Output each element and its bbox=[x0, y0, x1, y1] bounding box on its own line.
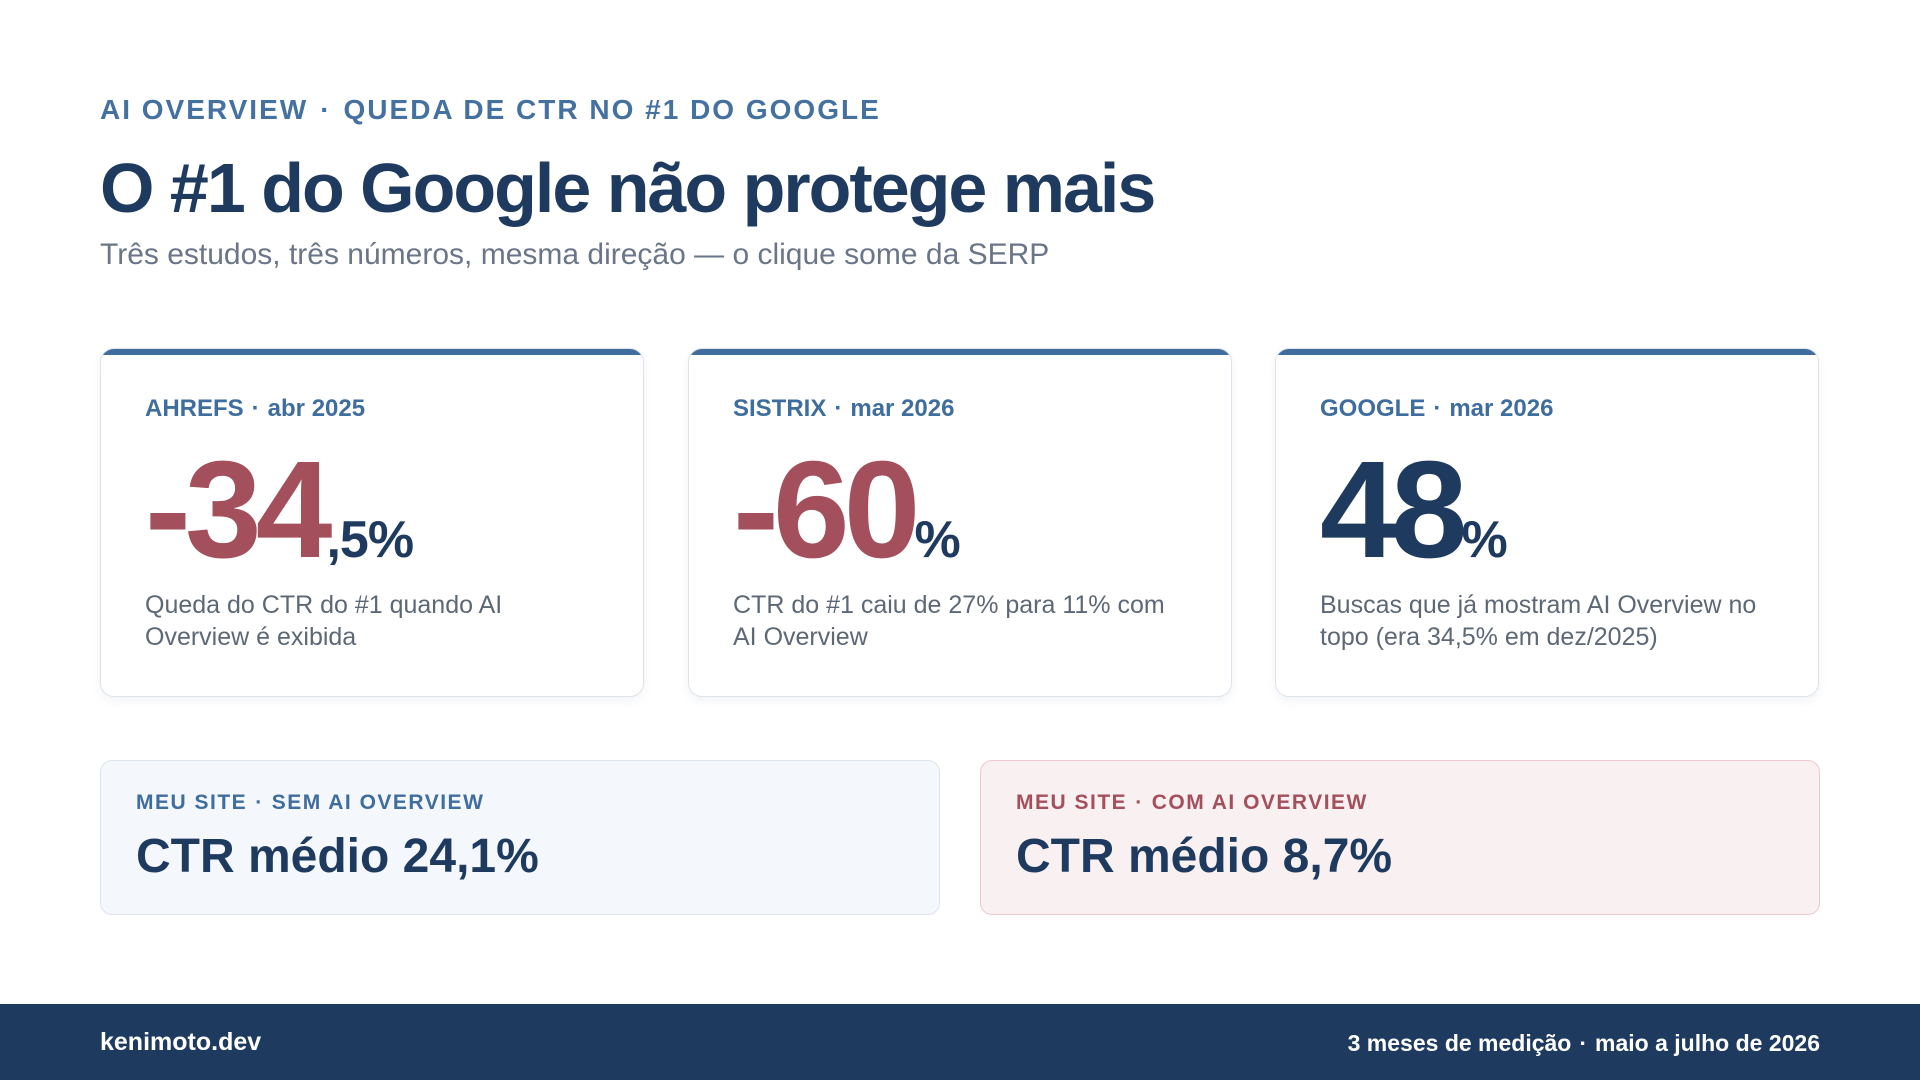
stat-source-date: mar 2026 bbox=[1449, 395, 1554, 422]
stat-source: AHREFS · abr 2025 bbox=[145, 395, 365, 423]
stat-source-separator: · bbox=[251, 395, 260, 422]
site-card-label: MEU SITE · COM AI OVERVIEW bbox=[1016, 791, 1368, 815]
stat-source-separator: · bbox=[834, 395, 843, 422]
footer-period-range: maio a julho de 2026 bbox=[1595, 1030, 1820, 1056]
stat-source-date: mar 2026 bbox=[850, 395, 955, 422]
stat-source-separator: · bbox=[1433, 395, 1442, 422]
kicker: AI OVERVIEW · QUEDA DE CTR NO #1 DO GOOGLE bbox=[100, 94, 881, 126]
site-label-separator: · bbox=[255, 791, 264, 814]
site-card-without-ai: MEU SITE · SEM AI OVERVIEW CTR médio 24,1% bbox=[100, 760, 940, 915]
site-comparison: MEU SITE · SEM AI OVERVIEW CTR médio 24,1%… bbox=[100, 760, 1820, 916]
stat-value-main: 48 bbox=[1320, 433, 1467, 587]
stat-source-name: AHREFS bbox=[145, 395, 244, 422]
site-label-secondary: COM AI OVERVIEW bbox=[1151, 791, 1368, 814]
stat-value-main: -34 bbox=[145, 433, 332, 587]
site-label-primary: MEU SITE bbox=[1016, 791, 1128, 814]
footer-period-duration: 3 meses de medição bbox=[1347, 1030, 1572, 1056]
footer-brand: kenimoto.dev bbox=[100, 1028, 262, 1056]
stat-cards: AHREFS · abr 2025 -34,5% Queda do CTR do #… bbox=[100, 348, 1820, 698]
stat-value: -60% bbox=[733, 441, 961, 579]
kicker-secondary: QUEDA DE CTR NO #1 DO GOOGLE bbox=[343, 94, 881, 125]
stat-description: CTR do #1 caiu de 27% para 11% com AI Ov… bbox=[733, 591, 1165, 651]
site-card-value: CTR médio 8,7% bbox=[1016, 830, 1393, 883]
stat-card-google: GOOGLE · mar 2026 48% Buscas que já mostra… bbox=[1275, 348, 1819, 697]
site-label-separator: · bbox=[1135, 791, 1144, 814]
stat-value-suffix: % bbox=[1461, 511, 1508, 569]
stat-source: SISTRIX · mar 2026 bbox=[733, 395, 954, 423]
stat-value-suffix: % bbox=[914, 511, 960, 569]
footer-period: 3 meses de medição · maio a julho de 2026 bbox=[1348, 1030, 1820, 1057]
site-card-with-ai: MEU SITE · COM AI OVERVIEW CTR médio 8,7% bbox=[980, 760, 1820, 915]
kicker-primary: AI OVERVIEW bbox=[100, 94, 309, 125]
stat-value-suffix: ,5% bbox=[326, 511, 414, 569]
stat-card-sistrix: SISTRIX · mar 2026 -60% CTR do #1 caiu de … bbox=[688, 348, 1232, 697]
site-label-secondary: SEM AI OVERVIEW bbox=[271, 791, 485, 814]
stat-card-ahrefs: AHREFS · abr 2025 -34,5% Queda do CTR do #… bbox=[100, 348, 644, 697]
footer-period-separator: · bbox=[1579, 1030, 1588, 1056]
stat-value: 48% bbox=[1320, 441, 1508, 579]
kicker-separator: · bbox=[320, 94, 332, 125]
page-title: O #1 do Google não protege mais bbox=[100, 149, 1156, 227]
stat-description: Buscas que já mostram AI Overview no top… bbox=[1320, 591, 1757, 651]
stat-source-name: SISTRIX bbox=[733, 395, 827, 422]
site-card-value: CTR médio 24,1% bbox=[136, 830, 539, 883]
stat-source-date: abr 2025 bbox=[267, 395, 366, 422]
page-subtitle: Três estudos, três números, mesma direçã… bbox=[100, 238, 1050, 271]
stat-value-main: -60 bbox=[733, 433, 920, 587]
stat-source: GOOGLE · mar 2026 bbox=[1320, 395, 1553, 423]
stat-source-name: GOOGLE bbox=[1320, 395, 1426, 422]
stat-value: -34,5% bbox=[145, 441, 414, 579]
stat-description: Queda do CTR do #1 quando AI Overview é … bbox=[145, 591, 503, 651]
footer-bar: kenimoto.dev 3 meses de medição · maio a j… bbox=[0, 1004, 1920, 1080]
site-label-primary: MEU SITE bbox=[136, 791, 248, 814]
site-card-label: MEU SITE · SEM AI OVERVIEW bbox=[136, 791, 484, 815]
